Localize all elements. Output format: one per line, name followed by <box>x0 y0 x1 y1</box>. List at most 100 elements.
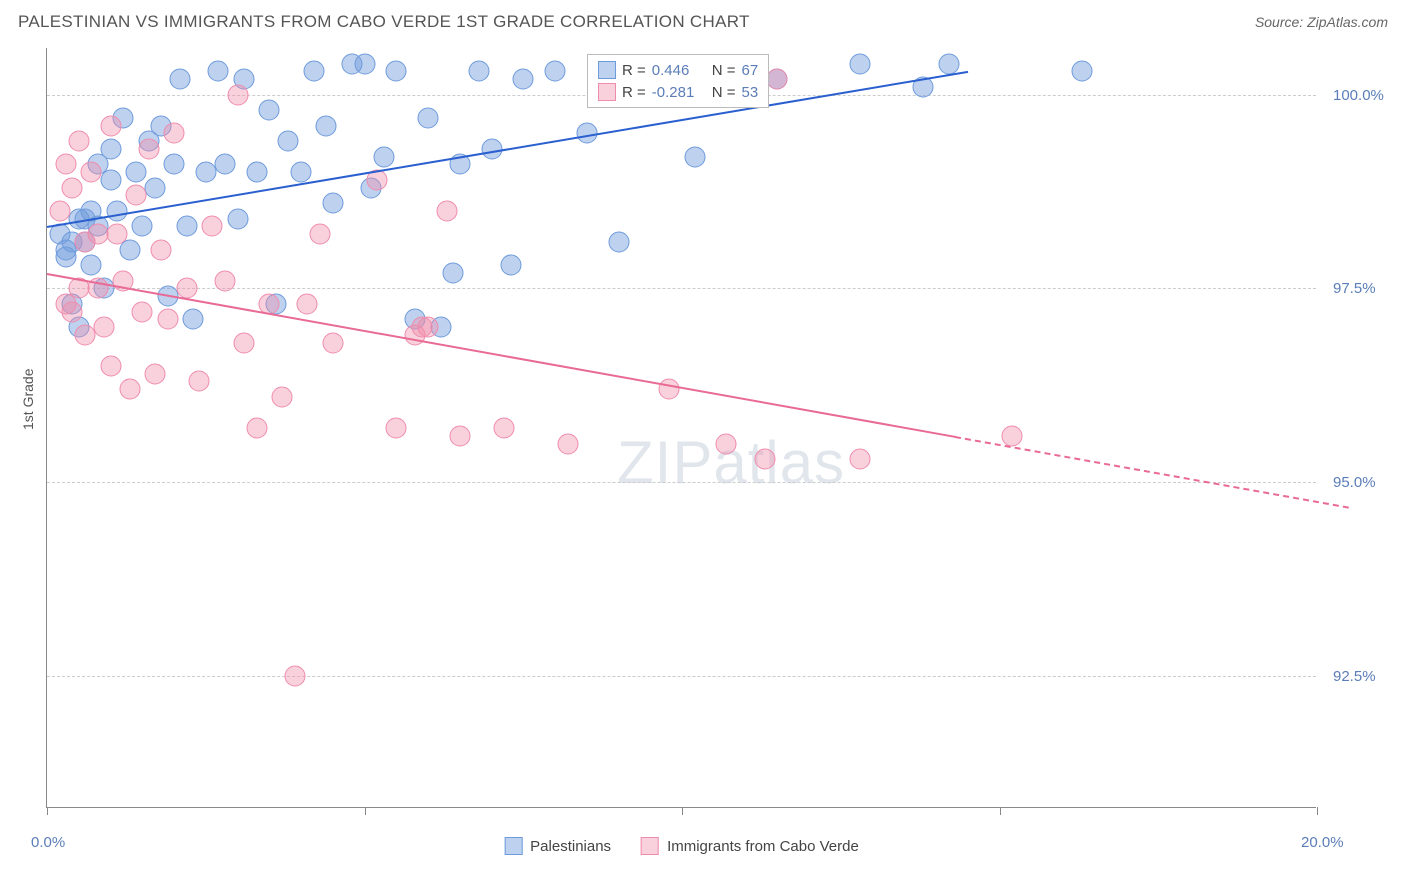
scatter-point <box>468 61 489 82</box>
scatter-point <box>557 433 578 454</box>
scatter-point <box>297 293 318 314</box>
scatter-point <box>49 200 70 221</box>
stats-legend-row: R =-0.281N =53 <box>598 81 758 103</box>
scatter-point <box>303 61 324 82</box>
scatter-point <box>716 433 737 454</box>
scatter-point <box>418 107 439 128</box>
series-legend-item: Immigrants from Cabo Verde <box>641 837 859 855</box>
grid-line <box>47 676 1316 677</box>
n-value: 53 <box>742 84 759 101</box>
scatter-point <box>386 418 407 439</box>
scatter-point <box>322 332 343 353</box>
scatter-point <box>246 418 267 439</box>
scatter-point <box>106 224 127 245</box>
scatter-point <box>214 154 235 175</box>
y-tick-label: 97.5% <box>1333 280 1376 297</box>
scatter-point <box>106 200 127 221</box>
scatter-point <box>608 231 629 252</box>
scatter-point <box>354 53 375 74</box>
scatter-point <box>81 162 102 183</box>
scatter-point <box>767 69 788 90</box>
scatter-point <box>1072 61 1093 82</box>
scatter-point <box>684 146 705 167</box>
r-value: -0.281 <box>652 84 706 101</box>
x-tick <box>682 807 683 815</box>
scatter-point <box>208 61 229 82</box>
scatter-point <box>62 177 83 198</box>
r-label: R = <box>622 84 646 101</box>
scatter-point <box>195 162 216 183</box>
scatter-point <box>68 131 89 152</box>
scatter-point <box>938 53 959 74</box>
scatter-point <box>214 270 235 291</box>
scatter-point <box>373 146 394 167</box>
series-legend: Palestinians Immigrants from Cabo Verde <box>504 837 859 855</box>
scatter-point <box>316 115 337 136</box>
scatter-point <box>443 262 464 283</box>
scatter-point <box>164 154 185 175</box>
scatter-point <box>164 123 185 144</box>
n-label: N = <box>712 62 736 79</box>
x-tick-label: 0.0% <box>31 834 65 851</box>
scatter-point <box>125 185 146 206</box>
scatter-point <box>291 162 312 183</box>
scatter-point <box>151 239 172 260</box>
y-tick-label: 95.0% <box>1333 474 1376 491</box>
n-value: 67 <box>742 62 759 79</box>
scatter-point <box>100 355 121 376</box>
scatter-point <box>81 255 102 276</box>
scatter-point <box>1002 425 1023 446</box>
scatter-point <box>494 418 515 439</box>
x-tick <box>1317 807 1318 815</box>
scatter-point <box>849 53 870 74</box>
scatter-point <box>189 371 210 392</box>
scatter-point <box>322 193 343 214</box>
scatter-point <box>125 162 146 183</box>
scatter-point <box>56 154 77 175</box>
scatter-point <box>94 317 115 338</box>
series-legend-item: Palestinians <box>504 837 611 855</box>
scatter-point <box>246 162 267 183</box>
x-tick <box>47 807 48 815</box>
chart-header: PALESTINIAN VS IMMIGRANTS FROM CABO VERD… <box>0 0 1406 44</box>
grid-line <box>47 482 1316 483</box>
scatter-point <box>170 69 191 90</box>
y-axis-label: 1st Grade <box>20 369 36 430</box>
stats-legend: R =0.446N =67R =-0.281N =53 <box>587 54 769 108</box>
y-tick-label: 100.0% <box>1333 87 1384 104</box>
plot-area: ZIPatlas 92.5%95.0%97.5%100.0%0.0%20.0%R… <box>46 48 1316 808</box>
scatter-point <box>75 324 96 345</box>
legend-swatch <box>504 837 522 855</box>
scatter-point <box>176 216 197 237</box>
scatter-point <box>386 61 407 82</box>
scatter-point <box>310 224 331 245</box>
scatter-point <box>138 138 159 159</box>
scatter-point <box>545 61 566 82</box>
scatter-point <box>227 208 248 229</box>
r-value: 0.446 <box>652 62 706 79</box>
scatter-point <box>183 309 204 330</box>
scatter-point <box>233 332 254 353</box>
scatter-point <box>513 69 534 90</box>
scatter-point <box>227 84 248 105</box>
scatter-point <box>87 224 108 245</box>
scatter-point <box>119 379 140 400</box>
scatter-point <box>144 363 165 384</box>
scatter-point <box>284 666 305 687</box>
scatter-point <box>271 386 292 407</box>
series-label: Immigrants from Cabo Verde <box>667 838 859 855</box>
grid-line <box>47 288 1316 289</box>
regression-line <box>47 273 955 438</box>
scatter-point <box>659 379 680 400</box>
regression-extension <box>955 436 1349 509</box>
y-tick-label: 92.5% <box>1333 668 1376 685</box>
scatter-point <box>849 449 870 470</box>
scatter-point <box>437 200 458 221</box>
scatter-point <box>500 255 521 276</box>
r-label: R = <box>622 62 646 79</box>
scatter-point <box>259 100 280 121</box>
scatter-point <box>278 131 299 152</box>
scatter-point <box>100 138 121 159</box>
scatter-point <box>157 309 178 330</box>
stats-legend-row: R = 0.446 N = 67 <box>598 59 758 81</box>
